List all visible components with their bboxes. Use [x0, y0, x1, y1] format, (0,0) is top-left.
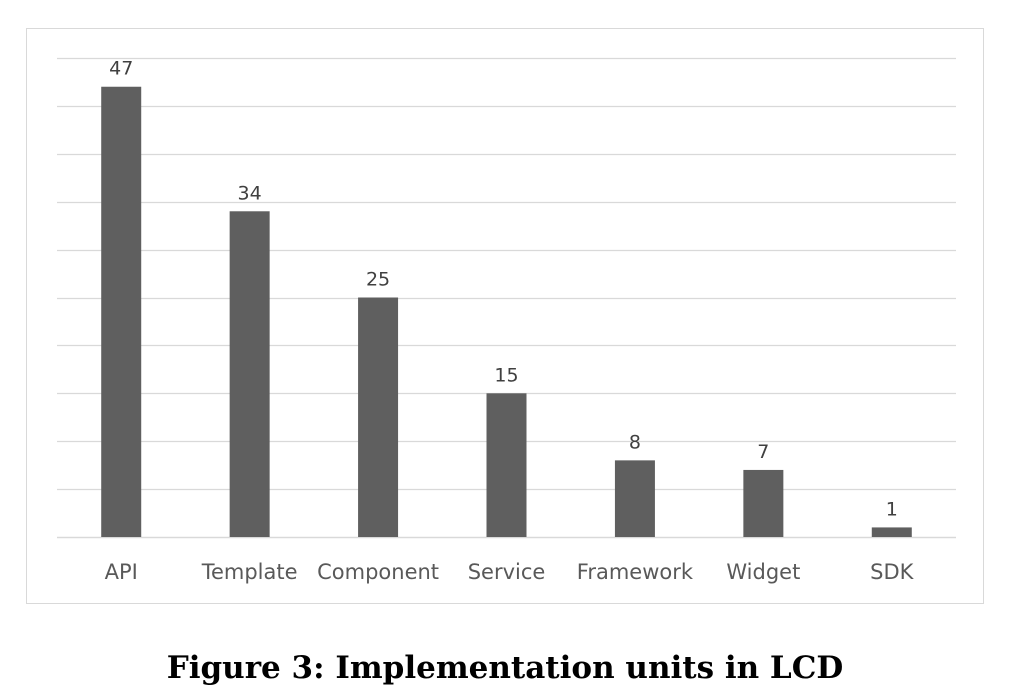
bar-framework: [614, 460, 655, 537]
data-label-service: 15: [494, 364, 518, 386]
data-label-framework: 8: [629, 431, 641, 453]
x-axis-tick-labels: API Template Component Service Framework Widg…: [105, 560, 915, 584]
data-label-widget: 7: [757, 441, 769, 463]
bar-service: [486, 393, 527, 537]
data-label-api: 47: [109, 58, 133, 80]
x-tick-label-sdk: SDK: [870, 560, 915, 584]
x-tick-label-template: Template: [201, 560, 298, 584]
bar-component: [358, 297, 399, 537]
figure-caption: Figure 3: Implementation units in LCD: [166, 650, 844, 686]
bar-sdk: [871, 527, 912, 537]
x-tick-label-api: API: [105, 560, 138, 584]
x-tick-label-component: Component: [317, 560, 439, 584]
data-label-sdk: 1: [886, 498, 898, 520]
bar-widget: [743, 469, 784, 537]
bar-template: [229, 211, 270, 537]
bar-chart: 47 34 25 15 8 7 1 API Template Component Service F…: [57, 57, 956, 584]
bar-api: [101, 86, 142, 538]
bars: [101, 86, 912, 538]
x-tick-label-framework: Framework: [577, 560, 694, 584]
x-tick-label-widget: Widget: [726, 560, 800, 584]
data-label-template: 34: [238, 182, 262, 204]
gridlines: [57, 57, 956, 539]
x-tick-label-service: Service: [468, 560, 546, 584]
data-label-component: 25: [366, 269, 390, 291]
data-labels: 47 34 25 15 8 7 1: [109, 58, 898, 521]
